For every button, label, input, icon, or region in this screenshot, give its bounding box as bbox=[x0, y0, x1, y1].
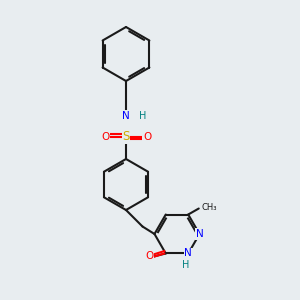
Text: O: O bbox=[101, 131, 109, 142]
Text: O: O bbox=[143, 131, 151, 142]
Text: O: O bbox=[145, 251, 153, 262]
Text: N: N bbox=[196, 229, 203, 239]
Text: S: S bbox=[122, 130, 130, 143]
Text: N: N bbox=[184, 248, 192, 259]
Text: H: H bbox=[182, 260, 189, 270]
Text: CH₃: CH₃ bbox=[202, 202, 217, 211]
Text: H: H bbox=[139, 110, 146, 121]
Text: N: N bbox=[122, 110, 130, 121]
